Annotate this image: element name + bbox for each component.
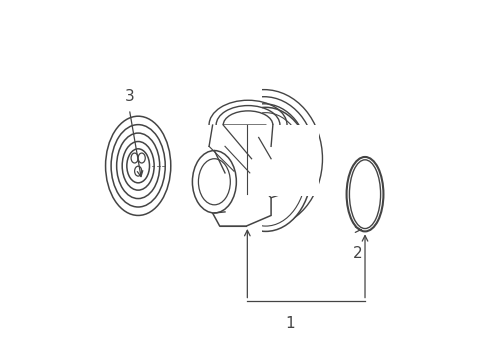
Ellipse shape	[219, 107, 311, 231]
Polygon shape	[173, 74, 262, 286]
Ellipse shape	[198, 159, 230, 205]
Polygon shape	[209, 125, 270, 226]
Ellipse shape	[131, 153, 138, 163]
Text: 2: 2	[352, 246, 362, 261]
Text: 1: 1	[285, 316, 295, 332]
Ellipse shape	[126, 149, 149, 183]
Polygon shape	[177, 125, 318, 196]
Polygon shape	[265, 173, 279, 191]
Polygon shape	[177, 125, 318, 196]
Polygon shape	[191, 74, 247, 269]
Ellipse shape	[134, 166, 142, 176]
Ellipse shape	[224, 113, 306, 226]
Polygon shape	[265, 169, 286, 198]
Text: 3: 3	[124, 89, 134, 104]
Polygon shape	[177, 125, 318, 196]
Ellipse shape	[138, 153, 145, 163]
Ellipse shape	[192, 150, 236, 213]
Polygon shape	[191, 74, 247, 269]
Polygon shape	[191, 74, 247, 269]
